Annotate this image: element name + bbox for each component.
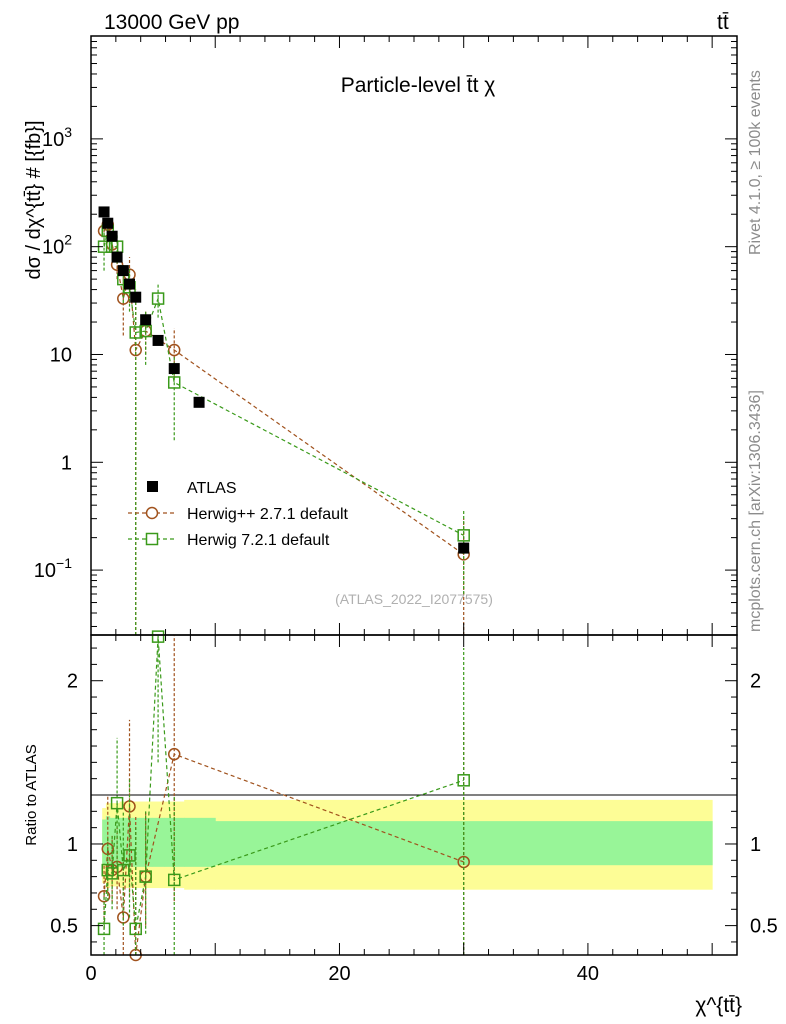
main-y-tick-label: 103 [42, 124, 72, 151]
ratio-band-inner [151, 817, 165, 867]
main-y-tick-label: 102 [42, 232, 72, 259]
process-label: tt̄ [717, 11, 729, 34]
ratio-band-inner [119, 817, 128, 867]
main-point-herwig-7-2-1-default [129, 326, 142, 339]
legend: ATLAS Herwig++ 2.7.1 default Herwig 7.2.… [128, 480, 349, 549]
main-y-tick-label: 10−1 [34, 555, 72, 582]
ratio-band-inner [102, 819, 107, 866]
ratio-panel: 0 20 40 2 2 1 1 0.5 0.5 Ratio to ATLAS χ^{tt̄} [23, 630, 778, 1017]
main-title: Particle-level t̄t χ [341, 74, 496, 97]
legend-marker-herwig7 [145, 532, 159, 546]
legend-marker-atlas [147, 481, 158, 492]
ratio-point-herwig-7-2-1-default [129, 922, 142, 936]
ratio-y-tick-label-left: 0.5 [50, 916, 78, 938]
main-y-tick-label: 1 [61, 452, 72, 474]
ratio-point-herwig-7-2-1-default [123, 849, 136, 862]
main-y-axis-label: dσ / dχ^{tt̄} # [{fb}] [23, 120, 45, 279]
ratio-point-herwig-7-2-1-default [110, 796, 124, 810]
ratio-plot-data [97, 630, 470, 962]
main-point-atlas [124, 278, 136, 290]
legend-label-herwig-pp: Herwig++ 2.7.1 default [187, 506, 349, 523]
ratio-y-tick-label-left: 2 [67, 671, 78, 693]
ratio-y-tick-label-right: 0.5 [750, 916, 778, 938]
main-point-atlas [168, 363, 180, 375]
x-tick-label: 20 [328, 963, 350, 985]
main-point-herwig-7-2-1-default [457, 529, 470, 542]
legend-entry-herwig-pp: Herwig++ 2.7.1 default [128, 506, 349, 523]
legend-entry-herwig7: Herwig 7.2.1 default [128, 532, 330, 549]
ratio-point-herwig-7-2-1-default [117, 863, 130, 877]
main-y-tick-label: 10 [50, 344, 72, 366]
main-point-herwig-7-2-1-default [139, 324, 152, 338]
ratio-point-herwig-7-2-1-default [151, 630, 165, 643]
main-point-atlas [152, 334, 164, 346]
ratio-y-tick-label-right: 2 [750, 671, 761, 693]
ratio-point-herwig-7-2-1-default [139, 870, 152, 883]
ratio-uncertainty-bands [102, 799, 713, 890]
energy-label: 13000 GeV pp [104, 11, 239, 34]
main-point-atlas [193, 396, 205, 408]
main-point-atlas [106, 230, 118, 242]
ratio-point-herwig-7-2-1-default [457, 774, 470, 787]
legend-entry-atlas: ATLAS [147, 480, 237, 497]
main-point-atlas [458, 542, 470, 554]
ratio-point-herwig-2-7-1-default [97, 889, 111, 903]
ratio-y-tick-label-left: 1 [67, 834, 78, 856]
ratio-point-herwig-2-7-1-default [167, 747, 181, 761]
x-axis-label: χ^{tt̄} [695, 994, 742, 1017]
legend-label-herwig7: Herwig 7.2.1 default [187, 532, 330, 549]
ratio-band-inner [184, 817, 216, 867]
main-point-herwig-2-7-1-default [167, 343, 181, 357]
x-tick-label: 0 [85, 963, 96, 985]
ratio-axis-ticks: 0 20 40 2 2 1 1 0.5 0.5 [50, 635, 778, 985]
ratio-point-herwig-7-2-1-default [97, 922, 111, 936]
mcplots-label: mcplots.cern.ch [arXiv:1306.3436] [747, 390, 764, 632]
ratio-point-herwig-7-2-1-default [101, 863, 115, 877]
main-point-atlas [140, 314, 152, 326]
main-point-atlas [98, 206, 110, 218]
main-line-herwig-2-7-1-default [103, 223, 465, 555]
ratio-y-tick-label-right: 1 [750, 834, 761, 856]
main-point-atlas [111, 251, 123, 263]
main-point-herwig-7-2-1-default [167, 376, 181, 389]
legend-label-atlas: ATLAS [187, 480, 237, 497]
main-point-herwig-7-2-1-default [151, 292, 165, 305]
main-point-atlas [117, 265, 129, 277]
ratio-line-herwig-2-7-1-default [103, 753, 464, 956]
legend-marker-herwig-pp [145, 506, 159, 520]
main-point-atlas [102, 217, 114, 229]
main-point-atlas [130, 291, 142, 303]
main-plot-data [97, 206, 470, 635]
rivet-label: Rivet 4.1.0, ≥ 100k events [747, 70, 764, 255]
ratio-y-axis-label: Ratio to ATLAS [23, 744, 40, 845]
analysis-watermark: (ATLAS_2022_I2077575) [335, 591, 493, 607]
x-tick-label: 40 [577, 963, 599, 985]
ratio-point-herwig-7-2-1-default [167, 873, 181, 887]
